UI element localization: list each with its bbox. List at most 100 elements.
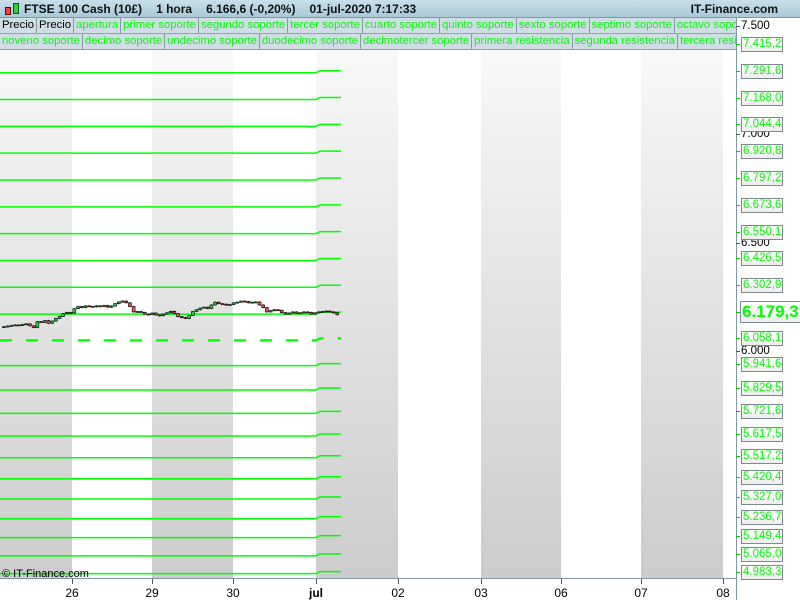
legend-item[interactable]: decimo soporte bbox=[83, 34, 166, 49]
level-label: 6.550,1 bbox=[741, 224, 784, 240]
candle bbox=[139, 311, 143, 313]
legend-item[interactable]: segundo soporte bbox=[199, 18, 289, 33]
candle bbox=[154, 312, 158, 316]
level-tick bbox=[736, 338, 740, 340]
level-tick bbox=[736, 97, 740, 99]
legend-item[interactable]: primer soporte bbox=[121, 18, 199, 33]
candle bbox=[2, 326, 6, 328]
candle bbox=[20, 324, 25, 326]
x-tick-label: 08 bbox=[716, 586, 730, 600]
candle bbox=[198, 307, 203, 311]
level-line bbox=[0, 570, 341, 575]
candle bbox=[261, 304, 266, 308]
candle bbox=[5, 325, 10, 328]
candle bbox=[324, 310, 328, 313]
candle bbox=[287, 312, 291, 315]
legend-item[interactable]: decimotercer soporte bbox=[361, 34, 473, 49]
legend-item[interactable]: apertura bbox=[74, 18, 122, 33]
candle bbox=[131, 306, 136, 313]
candle bbox=[24, 323, 29, 326]
candle bbox=[65, 312, 69, 314]
level-tick bbox=[736, 124, 740, 126]
legend-item[interactable]: undecimo soporte bbox=[165, 34, 260, 49]
level-label: 6.058,1 bbox=[741, 331, 784, 347]
candle bbox=[305, 311, 310, 314]
candle bbox=[272, 309, 277, 312]
candle bbox=[54, 318, 58, 322]
level-line bbox=[0, 123, 341, 128]
legend-item[interactable]: quinto soporte bbox=[440, 18, 517, 33]
legend-item[interactable]: segunda resistencia bbox=[573, 34, 679, 49]
candle bbox=[202, 306, 206, 309]
legend-item[interactable]: Precio bbox=[37, 18, 75, 33]
candle bbox=[79, 306, 84, 308]
candle bbox=[35, 321, 40, 328]
candle bbox=[94, 305, 99, 308]
y-tick bbox=[736, 351, 740, 352]
legend-item[interactable]: Precio bbox=[0, 18, 38, 33]
candle bbox=[254, 301, 258, 304]
level-label: 5.420,4 bbox=[741, 469, 784, 485]
level-tick bbox=[736, 476, 740, 478]
level-label: 6.920,8 bbox=[741, 144, 784, 160]
candle bbox=[298, 312, 303, 315]
y-tick bbox=[736, 134, 740, 135]
legend-row-2: noveno soporte decimo soporte undecimo sop… bbox=[0, 34, 736, 50]
legend-item[interactable]: sexto soporte bbox=[517, 18, 590, 33]
legend-item[interactable]: duodecimo soporte bbox=[260, 34, 362, 49]
candlestick-logo-icon bbox=[2, 1, 24, 17]
x-tick bbox=[561, 579, 562, 584]
candle bbox=[187, 315, 191, 319]
candle bbox=[128, 302, 132, 307]
candle bbox=[228, 304, 232, 306]
level-tick bbox=[736, 455, 740, 457]
level-label: 6.797,2 bbox=[741, 171, 784, 186]
legend-row-1: Precio Precio apertura primer soporte segund… bbox=[0, 18, 736, 34]
candle bbox=[157, 314, 162, 317]
level-tick bbox=[736, 70, 740, 72]
level-tick bbox=[736, 231, 740, 233]
candle bbox=[183, 317, 188, 319]
y-tick bbox=[736, 242, 740, 244]
legend-item[interactable]: tercer soporte bbox=[288, 18, 363, 33]
candle bbox=[13, 324, 17, 327]
brand-label: IT-Finance.com bbox=[690, 2, 778, 16]
instrument-name: FTSE 100 Cash (10£) bbox=[24, 1, 143, 16]
legend-item[interactable]: cuarto soporte bbox=[363, 18, 441, 33]
candle bbox=[72, 308, 77, 314]
level-line bbox=[0, 230, 341, 235]
level-label: 7.415,2 bbox=[741, 36, 784, 52]
legend-item[interactable]: noveno soporte bbox=[0, 34, 83, 49]
level-line bbox=[0, 96, 341, 101]
candle bbox=[83, 305, 88, 308]
level-label: 5.065,0 bbox=[741, 546, 784, 562]
day-band bbox=[641, 50, 723, 578]
datetime: 01-jul-2020 7:17:33 bbox=[309, 1, 417, 16]
price-chart[interactable] bbox=[0, 50, 736, 578]
timeframe[interactable]: 1 hora bbox=[156, 1, 193, 16]
candle bbox=[39, 321, 43, 324]
level-label: 5.327,0 bbox=[741, 490, 784, 506]
candle bbox=[316, 311, 321, 314]
candle bbox=[46, 320, 51, 324]
x-tick bbox=[398, 579, 399, 584]
x-tick bbox=[316, 579, 317, 584]
candle bbox=[150, 312, 154, 315]
candle bbox=[291, 311, 295, 314]
x-tick bbox=[152, 579, 153, 584]
legend-item[interactable]: tercera resisten bbox=[678, 34, 736, 49]
level-label: 5.236,7 bbox=[741, 509, 784, 525]
candle bbox=[165, 312, 169, 315]
candle bbox=[9, 325, 14, 327]
level-label: 6.302,9 bbox=[741, 278, 784, 294]
legend-item[interactable]: octavo soporte bbox=[675, 18, 736, 33]
candle bbox=[276, 309, 280, 312]
legend-item[interactable]: primera resistencia bbox=[472, 34, 573, 49]
level-label: 5.829,5 bbox=[741, 380, 784, 396]
level-tick bbox=[736, 43, 740, 45]
legend-item[interactable]: septimo soporte bbox=[590, 18, 675, 33]
candle bbox=[57, 315, 62, 319]
level-line bbox=[0, 515, 341, 520]
level-line bbox=[0, 553, 341, 557]
level-label: 5.721,6 bbox=[741, 404, 784, 420]
